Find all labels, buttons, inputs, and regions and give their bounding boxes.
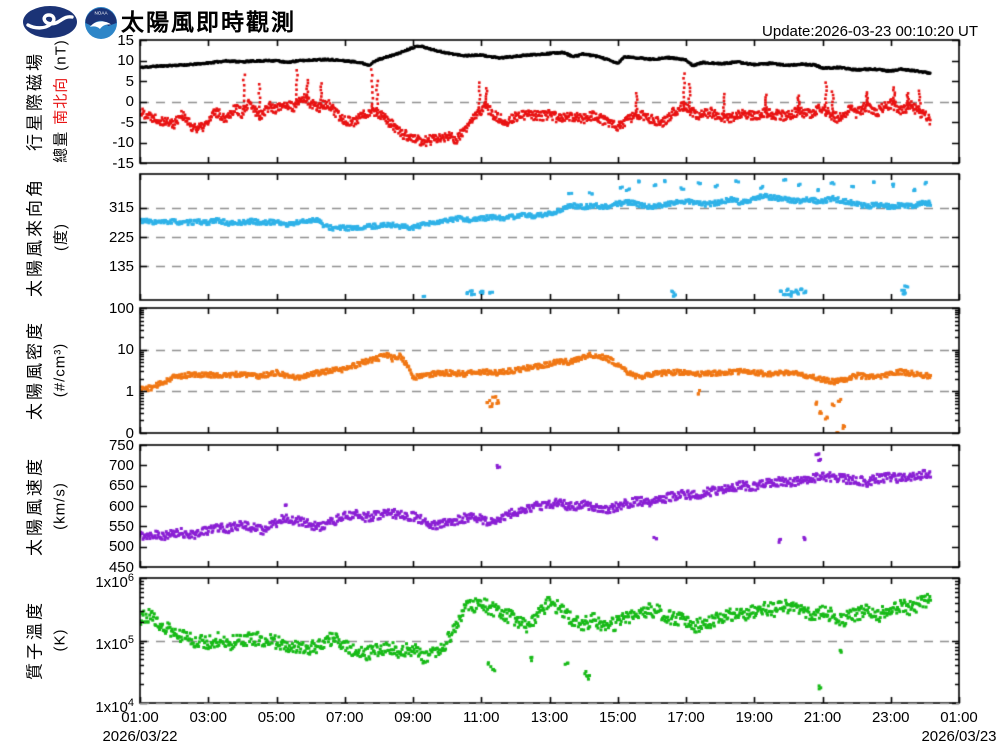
panel-speed (140, 445, 959, 567)
panel-imf (140, 40, 959, 163)
panel-angle (140, 174, 959, 300)
panel-temp (140, 578, 959, 703)
panel-density (140, 308, 959, 433)
